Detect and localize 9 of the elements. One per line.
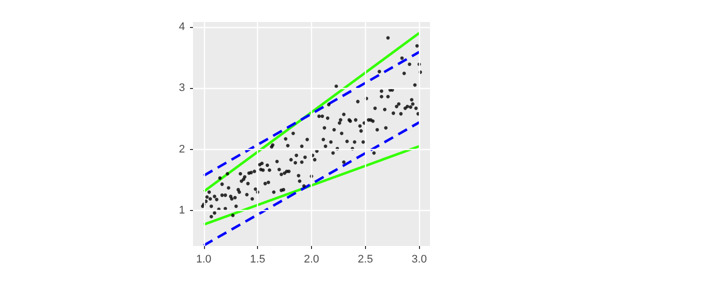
y-tick-label: 3	[178, 82, 185, 94]
y-tick-label: 4	[178, 20, 185, 33]
x-tick-label: 1.0	[196, 254, 212, 266]
x-tick-label: 2.5	[358, 254, 374, 266]
x-tick-label: 1.5	[250, 254, 266, 266]
x-tick-label: 3.0	[412, 254, 427, 266]
y-tick-label: 2	[178, 143, 185, 156]
y-tick-label: 1	[178, 204, 185, 217]
x-tick-label: 2.0	[304, 254, 320, 266]
